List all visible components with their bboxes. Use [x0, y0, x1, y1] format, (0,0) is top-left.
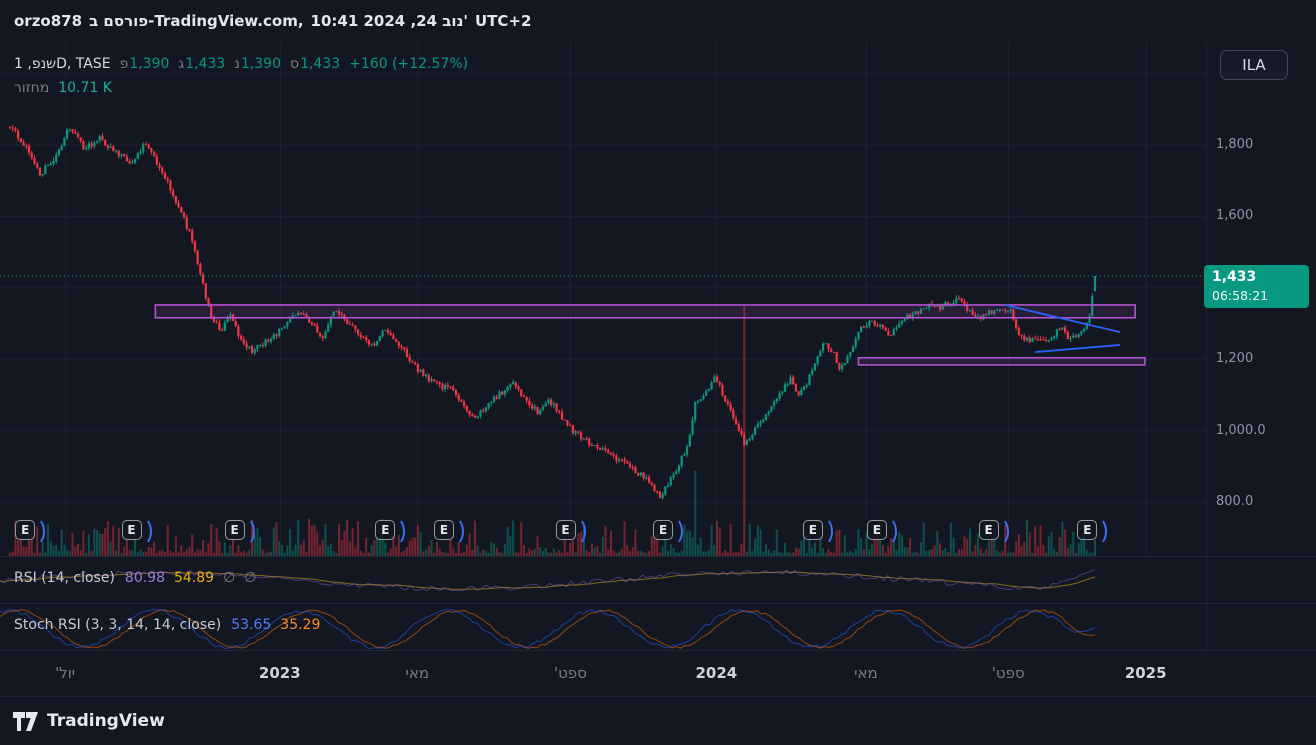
legend-volume-row: מחזור 10.71 K	[14, 77, 468, 98]
earnings-marker[interactable]: E	[978, 517, 1009, 546]
price-scale[interactable]: 1,433 06:58:21 1,800 1,600 1,200 1,000.0 800…	[1204, 42, 1316, 556]
legend-low: נ 1,390	[234, 55, 281, 72]
symbol-title[interactable]: שנפ, 1D, TASE	[14, 55, 111, 72]
publish-header: orzo878 פורסם ב-TradingView.com, 10:41 2…	[0, 0, 1316, 42]
earnings-marker[interactable]: E	[1077, 517, 1108, 546]
publish-datetime: 10:41 2024 ,24 נוב'	[310, 12, 468, 30]
time-axis-label: מאי	[405, 664, 430, 682]
stoch-rsi-values: 53.65 35.29	[231, 617, 320, 633]
earnings-marker[interactable]: E	[121, 517, 152, 546]
volume-label: מחזור	[14, 79, 50, 96]
price-tick-label: 1,200	[1216, 351, 1254, 367]
rsi-title-row: RSI (14, close) 80.98 54.89 ∅ ∅	[14, 570, 257, 586]
time-axis-label: 2025	[1124, 664, 1167, 682]
tradingview-logo[interactable]	[13, 711, 38, 731]
rsi-values: 80.98 54.89 ∅ ∅	[125, 570, 257, 586]
stoch-title-row: Stoch RSI (3, 3, 14, 14, close) 53.65 35.…	[14, 617, 320, 633]
last-price-badge: 1,433 06:58:21	[1204, 265, 1309, 309]
trendline-drawing[interactable]	[1035, 344, 1121, 353]
legend-high: ג 1,433	[178, 55, 226, 72]
legend-change: +160 (+12.57%)	[349, 55, 469, 72]
rsi-pane: RSI (14, close) 80.98 54.89 ∅ ∅	[0, 556, 1316, 603]
price-tick-label: 1,800	[1216, 137, 1254, 152]
stoch-rsi-title[interactable]: Stoch RSI (3, 3, 14, 14, close)	[14, 617, 222, 633]
time-axis-label: מאי	[854, 664, 878, 682]
earnings-marker[interactable]: E	[866, 517, 897, 546]
time-axis-label: ספט'	[991, 664, 1025, 682]
chart-legend: שנפ, 1D, TASE פ 1,390 ג 1,433 נ 1,390 ס 1,43…	[14, 53, 468, 98]
stoch-rsi-value: 53.65	[231, 617, 272, 633]
publish-text: פורסם ב-TradingView.com,	[89, 12, 304, 30]
symbol-ticker-button[interactable]: ILA	[1220, 50, 1288, 80]
earnings-marker[interactable]: E	[224, 517, 255, 546]
stoch-rsi-pane: Stoch RSI (3, 3, 14, 14, close) 53.65 35.…	[0, 603, 1316, 650]
last-price-value: 1,433	[1212, 269, 1257, 286]
trendline-drawing[interactable]	[1004, 304, 1121, 333]
time-axis-label: יול'	[55, 664, 76, 682]
stoch-rsi-value: 35.29	[280, 617, 321, 633]
earnings-marker[interactable]: E	[434, 517, 464, 546]
time-axis-label: 2023	[258, 664, 301, 682]
main-chart[interactable]	[0, 42, 1206, 556]
rsi-value: ∅	[244, 570, 257, 586]
rsi-plot	[0, 569, 1096, 592]
price-tick-label: 800.0	[1216, 494, 1254, 509]
stoch-rsi-plot	[0, 609, 1096, 649]
price-scale-divider	[1206, 42, 1207, 650]
time-axis[interactable]: יול' 2023 מאי ספט' 2024 מאי ספט' 2025	[0, 650, 1316, 696]
bar-countdown: 06:58:21	[1212, 288, 1269, 304]
volume-value: 10.71 K	[58, 79, 112, 96]
candles	[8, 125, 1097, 500]
rsi-title[interactable]: RSI (14, close)	[14, 570, 115, 586]
grid-lines	[0, 42, 1206, 556]
legend-open: פ 1,390	[119, 55, 170, 72]
legend-ohlc-row: שנפ, 1D, TASE פ 1,390 ג 1,433 נ 1,390 ס 1,43…	[14, 53, 468, 74]
drawings-layer	[154, 304, 1146, 366]
earnings-marker[interactable]: E	[375, 517, 406, 546]
price-tick-label: 1,000.0	[1216, 422, 1266, 438]
price-tick-label: 1,600	[1216, 208, 1254, 224]
earnings-marker[interactable]: E	[555, 517, 586, 546]
rsi-value: ∅	[223, 570, 236, 586]
earnings-marker[interactable]: E	[15, 517, 46, 546]
earnings-marker[interactable]: E	[653, 517, 684, 546]
time-axis-label: ספט'	[553, 664, 587, 682]
rsi-value: 80.98	[124, 570, 165, 586]
earnings-marker[interactable]: E	[802, 517, 833, 546]
publisher-username: orzo878	[14, 12, 83, 30]
footer: TradingView	[0, 696, 1316, 745]
brand-name: TradingView	[47, 711, 165, 731]
publish-timezone: UTC+2	[474, 12, 532, 30]
time-axis-label: 2024	[695, 664, 738, 682]
legend-close: ס 1,433	[289, 55, 341, 72]
rsi-value: 54.89	[174, 570, 215, 586]
volume-bars	[9, 306, 1096, 556]
rectangle-drawing[interactable]	[154, 304, 1136, 319]
rectangle-drawing[interactable]	[857, 356, 1146, 366]
